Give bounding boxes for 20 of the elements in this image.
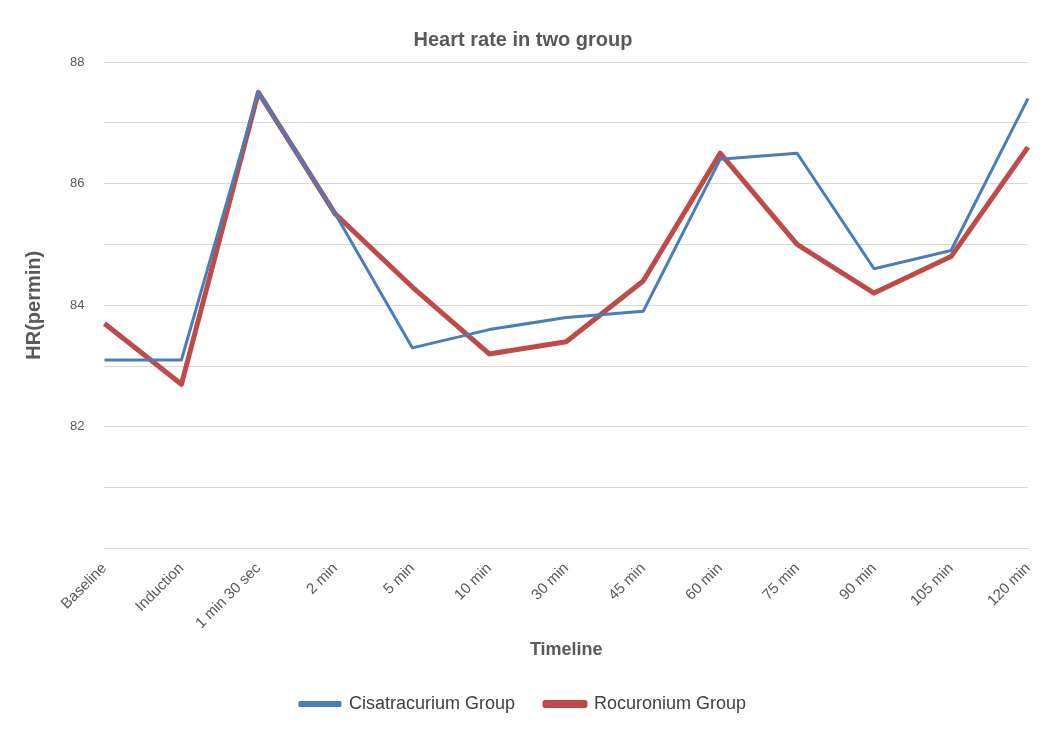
x-tick-label: 120 min (983, 558, 1034, 609)
x-axis-title: Timeline (529, 639, 603, 660)
legend-label: Cisatracurium Group (348, 692, 515, 713)
x-tick-label: 90 min (835, 558, 880, 603)
x-tick-label: 60 min (681, 558, 726, 603)
y-tick-label: 88 (69, 53, 85, 69)
x-tick-label: 45 min (604, 558, 649, 603)
x-tick-label: 105 min (906, 558, 957, 609)
y-tick-label: 86 (69, 175, 85, 191)
x-tick-label: 10 min (450, 558, 495, 603)
x-tick-label: 1 min 30 sec (191, 558, 264, 632)
x-tick-label: 75 min (758, 558, 803, 603)
y-axis-title: HR(permin) (21, 250, 44, 360)
x-tick-label: 30 min (527, 558, 572, 603)
x-tick-label: 5 min (379, 558, 418, 597)
y-tick-label: 82 (69, 418, 85, 434)
legend-label: Rocuronium Group (593, 692, 747, 713)
chart-title: Heart rate in two group (413, 27, 633, 50)
x-tick-label: 2 min (302, 558, 341, 597)
y-tick-label: 84 (69, 296, 85, 312)
